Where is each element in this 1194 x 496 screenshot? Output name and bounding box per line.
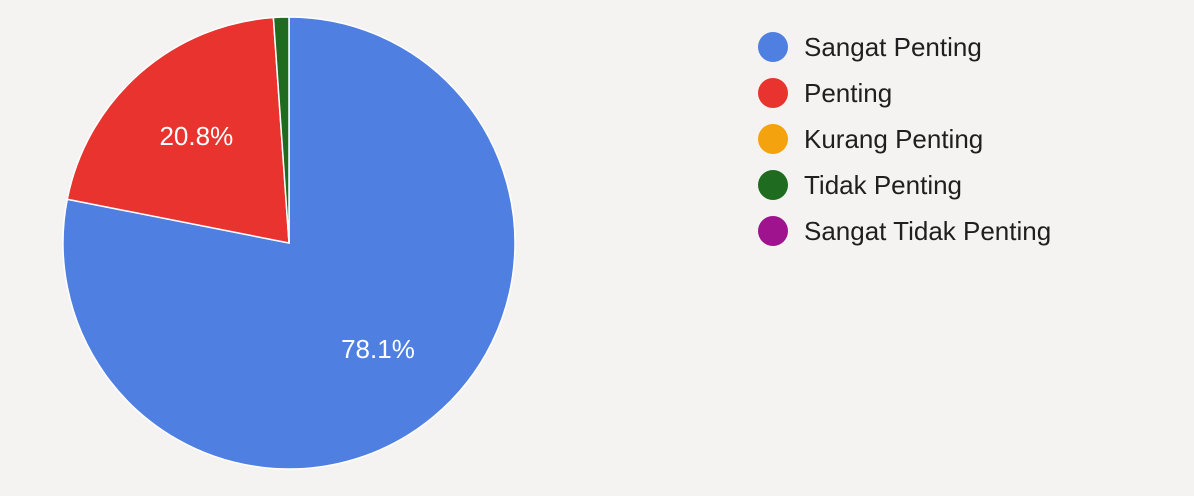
legend-item-sangat-penting: Sangat Penting	[758, 24, 1051, 70]
legend-swatch-icon	[758, 216, 788, 246]
legend: Sangat Penting Penting Kurang Penting Tidak…	[758, 24, 1051, 254]
legend-swatch-icon	[758, 170, 788, 200]
legend-item-kurang-penting: Kurang Penting	[758, 116, 1051, 162]
legend-swatch-icon	[758, 32, 788, 62]
pie-chart: 78.1% 20.8%	[62, 16, 516, 470]
data-label-penting: 20.8%	[159, 121, 233, 151]
legend-swatch-icon	[758, 78, 788, 108]
legend-swatch-icon	[758, 124, 788, 154]
data-label-sangat-penting: 78.1%	[341, 334, 415, 364]
legend-label: Kurang Penting	[804, 123, 984, 154]
pie-slice-penting	[66, 16, 290, 244]
legend-item-tidak-penting: Tidak Penting	[758, 162, 1051, 208]
legend-item-penting: Penting	[758, 70, 1051, 116]
legend-label: Penting	[804, 77, 893, 108]
legend-label: Tidak Penting	[804, 169, 963, 200]
pie-slice-tidak-penting	[272, 16, 290, 244]
legend-label: Sangat Penting	[804, 31, 982, 62]
legend-item-sangat-tidak-penting: Sangat Tidak Penting	[758, 208, 1051, 254]
legend-label: Sangat Tidak Penting	[804, 215, 1052, 246]
